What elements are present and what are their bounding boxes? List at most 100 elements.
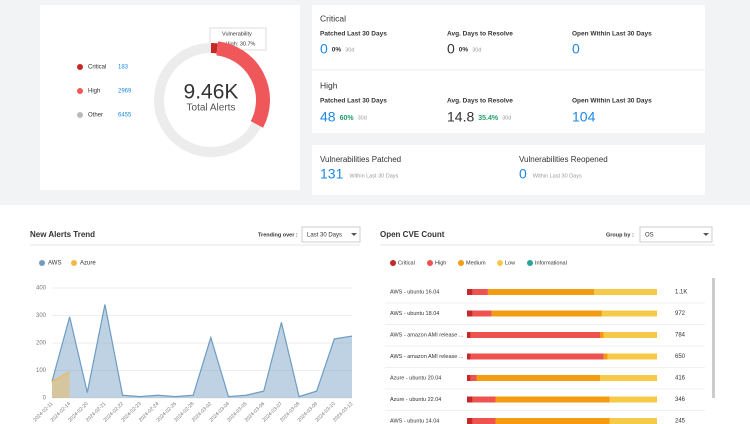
metric-label: Avg. Days to Resolve	[447, 98, 513, 105]
legend-label: Other	[88, 113, 103, 119]
legend-label: Medium	[466, 260, 486, 266]
row-total: 784	[675, 333, 686, 339]
legend-dot	[497, 260, 503, 266]
bar-segment	[476, 375, 600, 381]
row-total: 346	[675, 397, 686, 403]
metric-value: 14.8	[447, 109, 474, 125]
bar-segment	[491, 310, 602, 317]
y-tick-label: 400	[36, 286, 47, 292]
metric-period: 30d	[358, 115, 367, 121]
scrollbar[interactable]	[712, 278, 715, 398]
total-label: Vulnerabilities Reopened	[519, 155, 608, 164]
row-label: Azure - ubuntu 20.04	[390, 375, 441, 381]
legend-label: Critical	[88, 65, 106, 71]
bar-segment	[467, 353, 471, 360]
metric-value: 0	[320, 41, 328, 57]
metric-value: 104	[572, 109, 596, 125]
bar-segment	[609, 418, 657, 424]
metric-period: 30d	[345, 47, 354, 53]
group-dropdown-value[interactable]: OS	[645, 233, 654, 239]
dropdown-caret	[351, 233, 357, 236]
legend-dot	[77, 64, 83, 70]
bar-segment	[495, 396, 610, 403]
bar-segment	[607, 353, 657, 360]
bar-segment	[467, 332, 471, 338]
trend-dropdown-value[interactable]: Last 30 Days	[307, 233, 342, 239]
y-tick-label: 200	[36, 341, 47, 347]
metric-label: Patched Last 30 Days	[320, 31, 387, 38]
bar-segment	[467, 375, 471, 381]
trend-dropdown[interactable]	[301, 226, 361, 243]
bar-segment	[594, 289, 657, 295]
legend-dot	[427, 260, 433, 266]
bar-segment	[467, 396, 473, 403]
legend-value: 2969	[118, 89, 132, 95]
line	[51, 371, 70, 383]
legend-label: High	[88, 89, 100, 95]
legend-value: 6455	[118, 113, 132, 119]
total-label: Total Alerts	[187, 103, 236, 114]
dropdown-caret	[703, 233, 709, 236]
total-value: 131	[320, 166, 344, 182]
metric-change: 60%	[340, 115, 355, 122]
bar-segment	[600, 332, 604, 338]
row-label: Azure - ubuntu 22.04	[390, 397, 441, 403]
legend-dot	[77, 112, 83, 118]
metric-change: 0%	[332, 47, 342, 54]
metric-value: 48	[320, 109, 336, 125]
bar-segment	[467, 310, 473, 317]
legend-label: High	[435, 260, 446, 266]
bar-segment	[472, 310, 492, 317]
total-note: Within Last 30 Days	[349, 173, 398, 179]
bar-segment	[600, 375, 657, 381]
row-label: AWS - ubuntu 18.04	[390, 311, 439, 317]
area	[52, 304, 352, 398]
bar-segment	[609, 396, 657, 403]
bar-segment	[472, 418, 496, 424]
trend-title: New Alerts Trend	[30, 230, 95, 239]
totals-panel	[312, 145, 705, 195]
y-tick-label: 0	[43, 396, 47, 402]
metric-change: 0%	[459, 47, 469, 54]
legend-dot	[77, 88, 83, 94]
row-total: 245	[675, 419, 686, 424]
metric-label: Open Within Last 30 Days	[572, 31, 652, 38]
metric-period: 30d	[502, 115, 511, 121]
legend-dot	[39, 260, 45, 266]
donut-segment	[154, 43, 262, 157]
donut-segment	[216, 41, 270, 128]
bar-segment	[470, 375, 477, 381]
section-title: High	[320, 80, 338, 90]
row-total: 972	[675, 311, 686, 317]
total-label: Vulnerabilities Patched	[320, 155, 401, 164]
tooltip-title: Vulnerability	[222, 31, 252, 37]
metric-value: 0	[572, 41, 580, 57]
bar-segment	[472, 396, 496, 403]
legend-dot	[390, 260, 396, 266]
bar-segment	[495, 418, 610, 424]
metric-label: Open Within Last 30 Days	[572, 98, 652, 105]
legend-dot	[71, 260, 77, 266]
legend-label: Azure	[80, 261, 96, 267]
row-total: 1.1K	[675, 290, 687, 296]
legend-dot	[527, 260, 533, 266]
bar-segment	[470, 332, 600, 338]
total-note: Within Last 30 Days	[533, 173, 582, 179]
y-tick-label: 300	[36, 313, 47, 319]
row-total: 650	[675, 354, 686, 360]
metric-label: Avg. Days to Resolve	[447, 31, 513, 38]
section-title: Critical	[320, 13, 346, 23]
legend-label: AWS	[48, 261, 61, 267]
legend-label: Low	[505, 260, 515, 266]
metric-value: 0	[447, 41, 455, 57]
tooltip-text: • High: 30.7%	[222, 41, 256, 47]
group-dropdown[interactable]	[639, 226, 713, 243]
legend-dot	[458, 260, 464, 266]
bar-segment	[467, 418, 473, 424]
bar-segment	[603, 332, 657, 338]
legend-label: Critical	[398, 260, 415, 266]
metric-label: Patched Last 30 Days	[320, 98, 387, 105]
row-label: AWS - ubuntu 14.04	[390, 418, 439, 424]
bar-segment	[487, 289, 595, 295]
